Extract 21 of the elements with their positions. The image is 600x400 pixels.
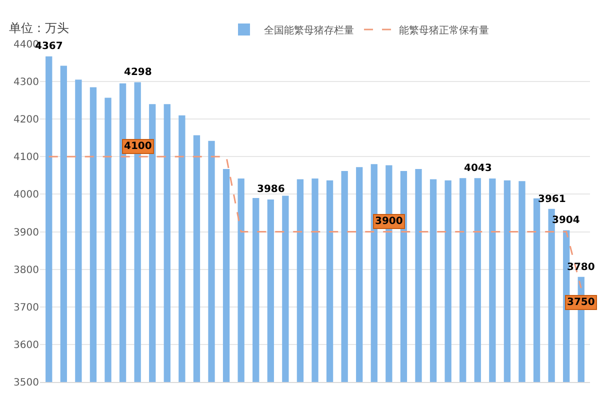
y-tick-label: 3900 xyxy=(14,227,39,238)
data-label: 4298 xyxy=(124,67,152,78)
legend-label: 全国能繁母猪存栏量 xyxy=(264,24,354,36)
y-tick-label: 3500 xyxy=(14,378,39,388)
data-label: 3780 xyxy=(567,262,595,273)
y-tick-label: 4300 xyxy=(14,77,39,88)
y-tick-label: 3700 xyxy=(14,302,39,314)
data-label: 3961 xyxy=(538,194,566,205)
legend-label: 能繁母猪正常保有量 xyxy=(399,24,489,36)
data-label: 3986 xyxy=(257,184,285,195)
data-label: 4043 xyxy=(464,163,492,174)
y-tick-label: 3800 xyxy=(14,264,39,276)
y-tick-label: 4200 xyxy=(14,114,39,126)
data-label: 3900 xyxy=(375,216,403,227)
data-label: 3750 xyxy=(567,297,595,308)
data-label: 4100 xyxy=(124,141,152,152)
data-label: 3904 xyxy=(552,215,580,226)
y-tick-label: 4000 xyxy=(14,190,39,201)
y-axis-title: 单位：万头 xyxy=(9,21,69,35)
y-tick-label: 4100 xyxy=(14,152,39,164)
y-tick-label: 3600 xyxy=(14,340,39,351)
